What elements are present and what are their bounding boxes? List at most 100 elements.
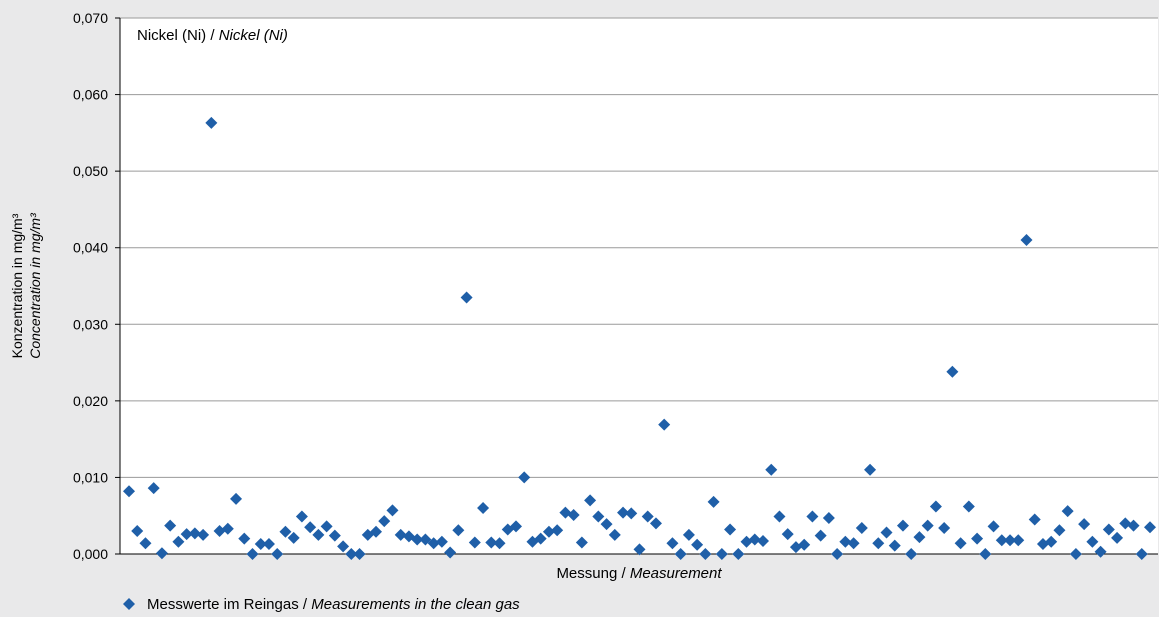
data-point — [658, 418, 671, 431]
data-point — [732, 548, 745, 560]
data-point — [691, 538, 704, 551]
grid-lines — [120, 17, 1158, 478]
y-tick-label: 0,050 — [73, 163, 108, 179]
data-point — [905, 548, 918, 560]
data-point — [1135, 548, 1148, 560]
data-point — [230, 492, 243, 505]
plot-area — [120, 18, 1158, 554]
data-point — [855, 521, 868, 534]
y-tick-label: 0,020 — [73, 393, 108, 409]
data-point — [584, 494, 597, 507]
data-point — [197, 528, 210, 541]
data-point — [509, 520, 522, 533]
data-point — [798, 538, 811, 551]
data-point — [592, 510, 605, 523]
data-point — [370, 525, 383, 538]
data-point — [954, 537, 967, 550]
data-point — [534, 532, 547, 545]
data-point — [444, 546, 457, 559]
data-point — [460, 291, 473, 304]
data-point — [806, 510, 819, 523]
data-point — [1061, 505, 1074, 518]
data-point — [600, 518, 613, 531]
data-point — [641, 510, 654, 523]
data-point — [1127, 519, 1140, 532]
data-point — [485, 536, 498, 549]
data-point — [649, 517, 662, 530]
data-point — [666, 537, 679, 550]
data-point — [328, 529, 341, 542]
data-point — [1020, 234, 1033, 247]
data-point — [995, 534, 1008, 547]
data-point — [617, 506, 630, 519]
data-point — [1111, 531, 1124, 544]
data-point — [971, 532, 984, 545]
data-point — [1045, 535, 1058, 548]
data-point — [1069, 548, 1082, 560]
data-point — [411, 533, 424, 546]
data-point — [452, 524, 465, 537]
data-point — [938, 521, 951, 534]
data-point — [155, 547, 168, 560]
data-point — [304, 521, 317, 534]
data-point — [542, 525, 555, 538]
data-point — [123, 485, 135, 498]
legend-label: Messwerte im Reingas / Measurements in t… — [147, 596, 520, 613]
data-point — [625, 507, 638, 520]
data-point — [1094, 545, 1107, 558]
data-point — [172, 535, 185, 548]
data-point — [139, 537, 152, 550]
data-point — [781, 528, 794, 541]
data-point — [1078, 518, 1091, 531]
data-point — [312, 528, 325, 541]
data-point — [567, 508, 580, 521]
data-point — [386, 504, 399, 517]
data-point — [773, 510, 786, 523]
data-point — [872, 537, 885, 550]
data-point — [1086, 535, 1099, 548]
data-point — [888, 539, 901, 552]
data-point — [724, 523, 737, 536]
data-point — [814, 529, 827, 542]
y-tick-label: 0,060 — [73, 87, 108, 103]
y-axis-label-de: Konzentration in mg/m³ — [9, 213, 25, 358]
legend: Messwerte im Reingas / Measurements in t… — [123, 596, 520, 613]
data-point — [353, 548, 366, 560]
data-point — [493, 537, 506, 550]
data-point — [394, 528, 407, 541]
data-point — [147, 482, 160, 495]
data-point — [946, 365, 959, 378]
data-point — [1028, 513, 1041, 526]
y-tick-label: 0,030 — [73, 316, 108, 332]
legend-marker-icon — [123, 598, 135, 610]
data-point — [295, 510, 308, 523]
data-point — [238, 532, 251, 545]
data-point — [929, 500, 942, 513]
data-point — [221, 522, 234, 535]
data-point — [205, 116, 218, 129]
data-point — [757, 534, 770, 547]
y-tick-label: 0,010 — [73, 469, 108, 485]
data-point — [262, 538, 275, 551]
data-point — [715, 548, 728, 560]
data-point — [378, 515, 391, 528]
data-point — [246, 548, 259, 560]
data-point — [180, 528, 193, 541]
data-point — [748, 533, 761, 546]
data-point — [337, 540, 350, 553]
data-point — [674, 548, 687, 560]
data-point — [435, 535, 448, 548]
data-point — [468, 536, 481, 549]
y-tick-label: 0,040 — [73, 240, 108, 256]
data-point — [1144, 521, 1156, 534]
data-points — [123, 116, 1156, 560]
y-tick-label: 0,070 — [73, 10, 108, 26]
data-point — [896, 519, 909, 532]
data-point — [477, 502, 490, 515]
data-point — [254, 538, 267, 551]
data-point — [320, 520, 333, 533]
data-point — [864, 463, 877, 476]
y-axis-ticks: 0,000 0,010 0,020 0,030 0,040 0,050 0,060 0,070 — [73, 10, 120, 562]
data-point — [707, 495, 720, 508]
